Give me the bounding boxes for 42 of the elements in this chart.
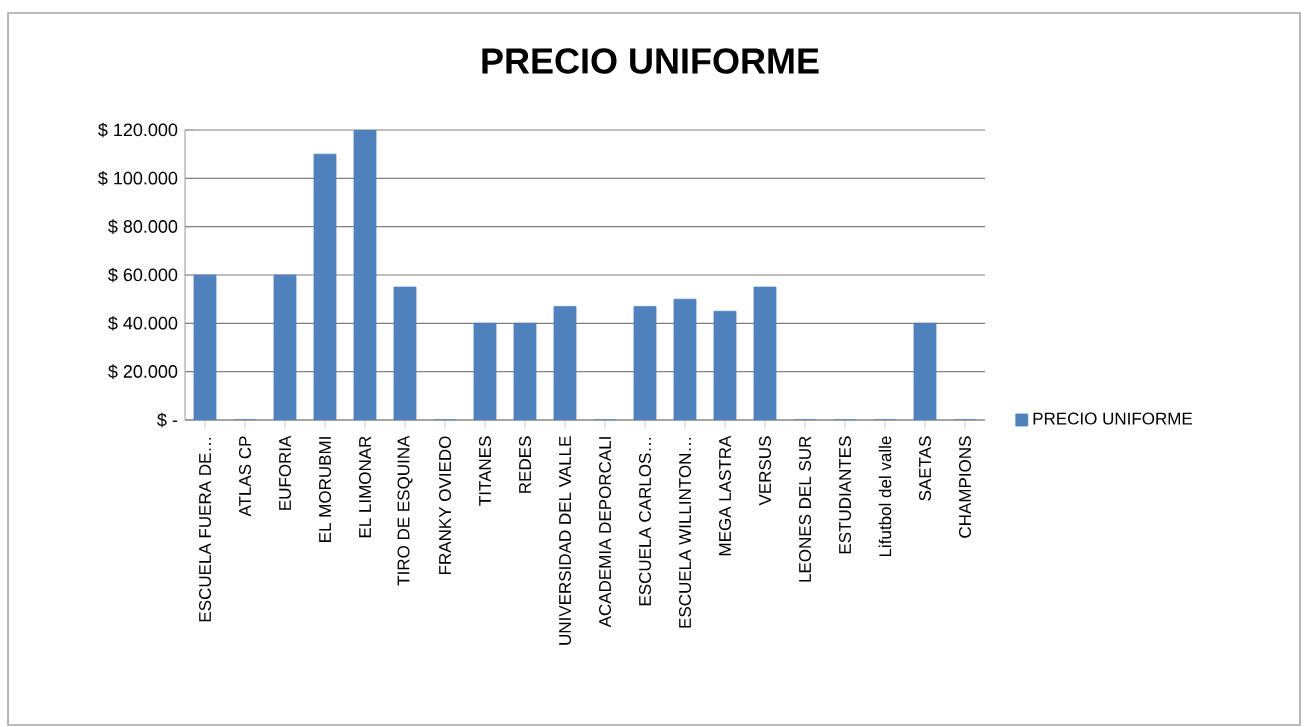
x-tick-label: VERSUS — [759, 436, 772, 506]
x-tick-label: REDES — [519, 436, 532, 493]
x-tick-label: UNIVERSIDAD DEL VALLE — [559, 436, 572, 645]
bar — [913, 322, 937, 420]
x-tick-label: MEGA LASTRA — [719, 435, 732, 556]
x-tick-label: ESCUELA FUERA DE… — [199, 437, 212, 622]
bar — [513, 322, 537, 420]
x-tick-label: ACADEMIA DEPORCALI — [599, 437, 612, 628]
x-tick-label: TIRO DE ESQUINA — [397, 435, 413, 586]
bar — [673, 298, 697, 420]
y-tick-label: $ - — [157, 412, 178, 428]
x-tick-label: LEONES DEL SUR — [799, 436, 812, 582]
y-tick-label: $ 120.000 — [98, 122, 178, 138]
y-tick-label: $ 80.000 — [108, 219, 178, 234]
x-tick-label: EUFORIA — [279, 435, 292, 510]
x-tick-label: TITANES — [479, 436, 492, 506]
bar — [553, 306, 577, 420]
y-tick-label: $ 60.000 — [108, 267, 178, 283]
x-tick-label: ESTUDIANTES — [839, 436, 852, 554]
x-tick-label: CHAMPIONS — [959, 436, 972, 538]
bar — [713, 310, 737, 420]
bar — [273, 274, 297, 420]
y-tick-label: $ 20.000 — [108, 364, 178, 379]
y-tick-label: $ 40.000 — [108, 316, 178, 331]
legend-label: PRECIO UNIFORME — [1033, 412, 1193, 425]
x-tick-label: FRANKY OVIEDO — [439, 436, 452, 575]
x-tick-label: ATLAS CP — [239, 436, 252, 517]
x-tick-label: EL LIMONAR — [359, 436, 372, 538]
x-tick-label: ESCUELA WILLINTON… — [679, 437, 692, 628]
x-tick-label: Lifutbol del valle — [878, 436, 892, 557]
y-tick-label: $ 100.000 — [98, 171, 178, 186]
bar — [633, 306, 657, 420]
bar — [353, 129, 377, 420]
bar — [753, 286, 777, 420]
bar — [313, 153, 337, 420]
bar — [473, 322, 497, 420]
x-tick-label: SAETAS — [919, 436, 932, 501]
chart-title: PRECIO UNIFORME — [482, 48, 819, 74]
x-tick-label: EL MORUBMI — [319, 437, 332, 542]
x-tick-label: ESCUELA CARLOS… — [639, 437, 652, 606]
bar — [193, 274, 217, 420]
bar — [393, 286, 417, 420]
